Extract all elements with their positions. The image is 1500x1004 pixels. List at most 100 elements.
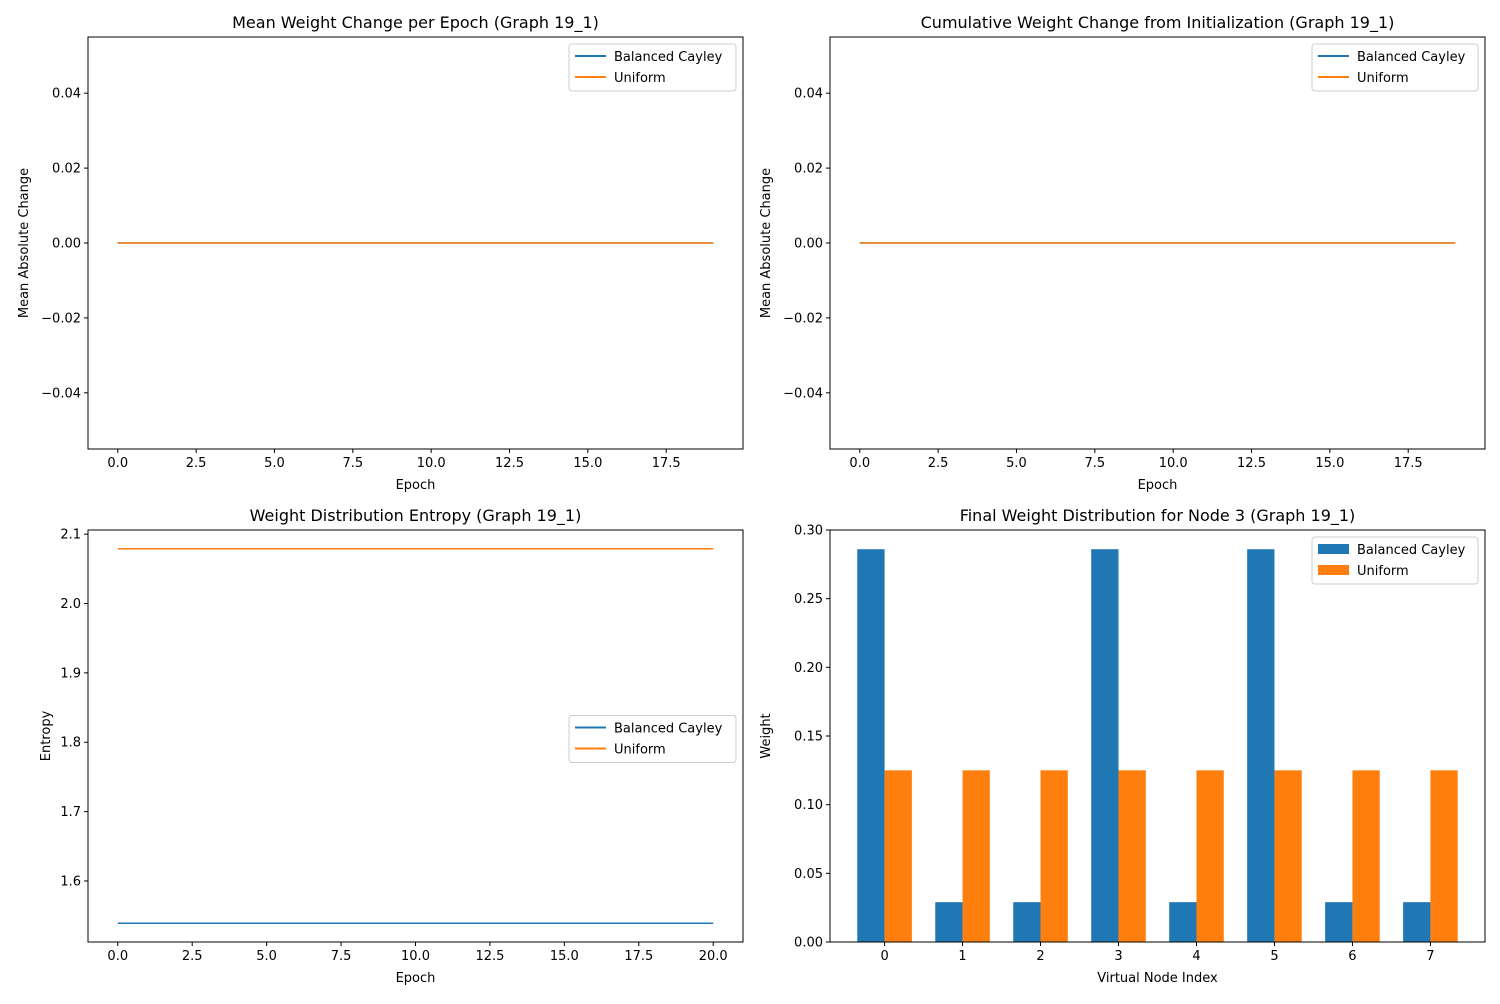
x-tick-label: 7 xyxy=(1426,949,1434,964)
y-tick-label: 0.05 xyxy=(794,867,823,882)
bar-uniform-6 xyxy=(1352,770,1380,942)
y-tick-label: 0.00 xyxy=(52,237,81,252)
legend: Balanced Cayley Uniform xyxy=(568,43,737,92)
x-tick-label: 10.0 xyxy=(417,456,446,471)
y-tick-label: 0.15 xyxy=(794,730,823,745)
x-tick-label: 2.5 xyxy=(186,456,207,471)
x-tick-label: 7.5 xyxy=(342,456,363,471)
y-tick-label: 2.1 xyxy=(60,528,81,543)
y-tick-label: 0.00 xyxy=(794,936,823,951)
legend-box xyxy=(568,715,737,763)
bar-balanced-cayley-3 xyxy=(1091,549,1119,942)
legend-box xyxy=(1311,536,1479,585)
legend-label-uniform: Uniform xyxy=(1357,71,1409,86)
legend-label-balanced-cayley: Balanced Cayley xyxy=(614,722,723,737)
bar-uniform-4 xyxy=(1196,770,1224,942)
legend-label-balanced-cayley: Balanced Cayley xyxy=(1357,543,1466,558)
x-tick-label: 17.5 xyxy=(652,456,681,471)
bar-balanced-cayley-6 xyxy=(1325,902,1353,942)
x-tick-label: 12.5 xyxy=(1237,456,1266,471)
y-tick-label: −0.02 xyxy=(783,311,823,326)
legend-swatch-balanced-cayley xyxy=(1318,544,1349,554)
x-tick-label: 12.5 xyxy=(495,456,524,471)
x-tick-label: 10.0 xyxy=(401,949,430,964)
legend-label-uniform: Uniform xyxy=(614,71,666,86)
y-axis-label: Mean Absolute Change xyxy=(759,168,774,318)
x-tick-label: 15.0 xyxy=(1315,456,1344,471)
x-tick-label: 2.5 xyxy=(928,456,949,471)
bar-uniform-3 xyxy=(1118,770,1146,942)
legend-label-uniform: Uniform xyxy=(1357,564,1409,579)
x-axis-label: Virtual Node Index xyxy=(1097,971,1218,986)
chart-title: Weight Distribution Entropy (Graph 19_1) xyxy=(250,506,582,526)
y-axis-label: Weight xyxy=(759,713,774,758)
x-tick-label: 12.5 xyxy=(475,949,504,964)
legend-box xyxy=(1311,43,1479,92)
chart-panel-2: Cumulative Weight Change from Initializa… xyxy=(759,13,1486,493)
x-tick-label: 0 xyxy=(880,949,888,964)
y-tick-label: 0.30 xyxy=(794,524,823,539)
x-tick-label: 5.0 xyxy=(1006,456,1027,471)
x-tick-label: 15.0 xyxy=(573,456,602,471)
x-tick-label: 20.0 xyxy=(699,949,728,964)
bar-balanced-cayley-1 xyxy=(935,902,963,942)
bar-balanced-cayley-2 xyxy=(1013,902,1041,942)
chart-panel-4: Final Weight Distribution for Node 3 (Gr… xyxy=(759,506,1486,986)
bar-uniform-2 xyxy=(1040,770,1068,942)
legend-swatch-uniform xyxy=(1318,565,1349,575)
legend-label-uniform: Uniform xyxy=(614,743,666,758)
legend: Balanced Cayley Uniform xyxy=(1311,43,1479,92)
y-tick-label: 0.20 xyxy=(794,661,823,676)
x-tick-label: 4 xyxy=(1192,949,1200,964)
y-tick-label: 1.7 xyxy=(60,805,81,820)
y-tick-label: 0.04 xyxy=(794,87,823,102)
bar-uniform-7 xyxy=(1430,770,1458,942)
x-axis-label: Epoch xyxy=(396,478,436,493)
bar-balanced-cayley-5 xyxy=(1247,549,1275,942)
chart-title: Cumulative Weight Change from Initializa… xyxy=(921,13,1395,33)
y-tick-label: 1.6 xyxy=(60,874,81,889)
x-tick-label: 7.5 xyxy=(331,949,352,964)
bar-uniform-0 xyxy=(884,770,912,942)
legend-label-balanced-cayley: Balanced Cayley xyxy=(1357,50,1466,65)
y-tick-label: 0.04 xyxy=(52,87,81,102)
x-tick-label: 1 xyxy=(958,949,966,964)
y-tick-label: 2.0 xyxy=(60,597,81,612)
x-tick-label: 2.5 xyxy=(182,949,203,964)
x-tick-label: 6 xyxy=(1348,949,1356,964)
y-tick-label: 0.02 xyxy=(52,162,81,177)
x-tick-label: 5 xyxy=(1270,949,1278,964)
x-tick-label: 5.0 xyxy=(264,456,285,471)
x-tick-label: 5.0 xyxy=(256,949,277,964)
x-tick-label: 7.5 xyxy=(1084,456,1105,471)
x-tick-label: 10.0 xyxy=(1159,456,1188,471)
x-tick-label: 2 xyxy=(1036,949,1044,964)
x-axis-label: Epoch xyxy=(1138,478,1178,493)
chart-panel-3: Weight Distribution Entropy (Graph 19_1)… xyxy=(39,506,744,986)
y-tick-label: −0.02 xyxy=(41,311,81,326)
y-axis-label: Mean Absolute Change xyxy=(17,168,32,318)
chart-panel-1: Mean Weight Change per Epoch (Graph 19_1… xyxy=(17,13,744,493)
y-tick-label: −0.04 xyxy=(783,386,823,401)
legend: Balanced Cayley Uniform xyxy=(568,715,737,763)
bar-balanced-cayley-0 xyxy=(857,549,885,942)
axes-frame xyxy=(829,529,1486,943)
y-axis-label: Entropy xyxy=(39,710,54,761)
y-tick-label: 0.25 xyxy=(794,592,823,607)
chart-title: Final Weight Distribution for Node 3 (Gr… xyxy=(960,506,1356,526)
y-tick-label: 1.8 xyxy=(60,736,81,751)
x-tick-label: 3 xyxy=(1114,949,1122,964)
x-tick-label: 17.5 xyxy=(624,949,653,964)
chart-title: Mean Weight Change per Epoch (Graph 19_1… xyxy=(232,13,599,33)
y-tick-label: 0.02 xyxy=(794,162,823,177)
bar-uniform-1 xyxy=(962,770,990,942)
x-tick-label: 15.0 xyxy=(550,949,579,964)
legend-box xyxy=(568,43,737,92)
x-tick-label: 0.0 xyxy=(107,456,128,471)
x-tick-label: 17.5 xyxy=(1394,456,1423,471)
x-tick-label: 0.0 xyxy=(107,949,128,964)
bar-balanced-cayley-7 xyxy=(1403,902,1431,942)
legend-label-balanced-cayley: Balanced Cayley xyxy=(614,50,723,65)
y-tick-label: 0.00 xyxy=(794,237,823,252)
